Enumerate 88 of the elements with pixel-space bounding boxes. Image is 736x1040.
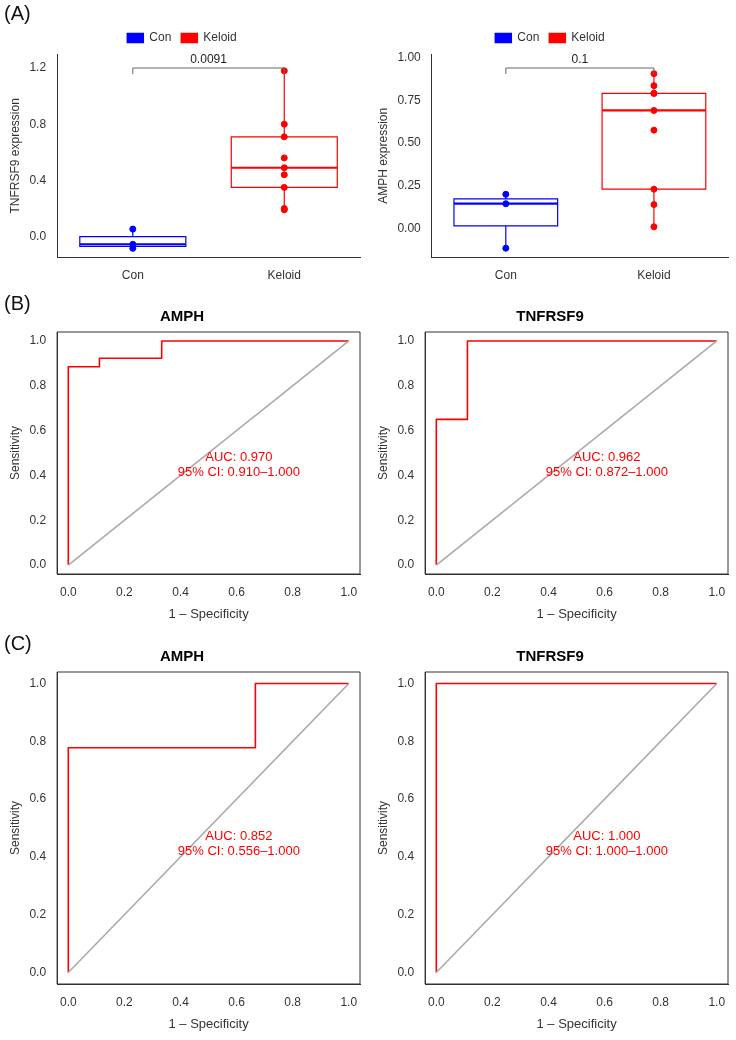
legend-label: Con (517, 30, 540, 45)
x-tick-label: 0.2 (116, 584, 134, 599)
text: (A) (4, 1, 31, 24)
chart-title: AMPH (159, 307, 205, 325)
y-tick-label: 0.4 (29, 172, 47, 187)
y-tick-label: 0.2 (29, 512, 47, 527)
chart-title: AMPH (159, 647, 205, 665)
text: (C) (4, 631, 32, 654)
y-tick-label: 0.0 (29, 964, 47, 979)
y-tick-label: 1.0 (29, 675, 47, 690)
x-tick-label: 0.0 (59, 584, 77, 599)
legend-label: Keloid (571, 30, 605, 45)
x-tick-label: 0.4 (540, 994, 558, 1009)
y-tick-label: 1.0 (397, 333, 415, 348)
x-tick-label: 0.4 (172, 584, 190, 599)
x-tick-label: 0.6 (596, 584, 614, 599)
y-tick-label: 0.6 (397, 791, 415, 806)
legend-label: Keloid (203, 30, 237, 45)
x-tick-label: Con (494, 268, 517, 283)
y-axis-title: Sensitivity (375, 800, 390, 856)
annotation: 0.0091 (190, 52, 228, 67)
x-tick-label: 0.4 (540, 584, 558, 599)
x-axis-title: 1 – Specificity (536, 605, 618, 621)
y-tick-label: 0.2 (397, 512, 415, 527)
x-axis-title: 1 – Specificity (536, 1015, 618, 1031)
y-tick-label: 0.0 (397, 557, 415, 572)
y-tick-label: 0.8 (29, 116, 47, 131)
x-tick-label: Keloid (267, 268, 301, 283)
chart-title: TNFRSF9 (516, 307, 584, 325)
y-tick-label: 0.4 (397, 849, 415, 864)
annotation: 0.1 (571, 52, 589, 67)
y-tick-label: 0.00 (397, 220, 422, 235)
x-tick-label: 0.6 (596, 994, 614, 1009)
y-tick-label: 1.00 (397, 49, 422, 64)
x-tick-label: 1.0 (340, 584, 358, 599)
legend-label: Con (149, 30, 172, 45)
y-tick-label: 0.4 (29, 467, 47, 482)
y-tick-label: 0.2 (397, 906, 415, 921)
y-axis-title: Sensitivity (7, 800, 22, 856)
y-axis-title: Sensitivity (7, 425, 22, 481)
x-tick-label: 0.4 (172, 994, 190, 1009)
y-tick-label: 0.6 (397, 422, 415, 437)
y-tick-label: 0.0 (29, 557, 47, 572)
annotation: AUC: 0.852 95% CI: 0.556–1.000 (177, 827, 300, 858)
x-tick-label: 0.0 (59, 994, 77, 1009)
y-tick-label: 1.0 (29, 333, 47, 348)
x-tick-label: 0.6 (228, 584, 246, 599)
y-tick-label: 0.0 (29, 228, 47, 243)
y-axis-title: Sensitivity (375, 425, 390, 481)
y-tick-label: 1.0 (397, 675, 415, 690)
y-tick-label: 0.75 (397, 92, 422, 107)
y-tick-label: 0.0 (397, 964, 415, 979)
x-tick-label: 0.0 (427, 584, 445, 599)
y-tick-label: 0.8 (29, 378, 47, 393)
x-tick-label: 0.8 (284, 584, 302, 599)
chart-title: TNFRSF9 (516, 647, 584, 665)
y-tick-label: 0.4 (397, 467, 415, 482)
x-tick-label: Con (121, 268, 144, 283)
x-tick-label: 1.0 (708, 584, 726, 599)
x-tick-label: 0.2 (484, 994, 502, 1009)
y-tick-label: 0.4 (29, 849, 47, 864)
annotation: AUC: 1.000 95% CI: 1.000–1.000 (545, 827, 668, 858)
y-tick-label: 0.8 (29, 733, 47, 748)
y-tick-label: 0.8 (397, 378, 415, 393)
x-tick-label: Keloid (637, 268, 671, 283)
x-tick-label: 0.8 (652, 994, 670, 1009)
y-tick-label: 0.2 (29, 906, 47, 921)
x-tick-label: 0.0 (427, 994, 445, 1009)
x-axis-title: 1 – Specificity (168, 605, 250, 621)
x-tick-label: 0.2 (116, 994, 134, 1009)
y-tick-label: 0.50 (397, 135, 422, 150)
text: (B) (4, 291, 31, 314)
annotation: AUC: 0.962 95% CI: 0.872–1.000 (545, 449, 668, 480)
y-tick-label: 0.25 (397, 178, 422, 193)
x-tick-label: 0.6 (228, 994, 246, 1009)
y-tick-label: 0.8 (397, 733, 415, 748)
y-axis-title: TNFRSF9 expression (7, 98, 22, 214)
x-tick-label: 1.0 (708, 994, 726, 1009)
x-tick-label: 0.2 (484, 584, 502, 599)
y-tick-label: 1.2 (29, 60, 47, 75)
x-axis-title: 1 – Specificity (168, 1015, 250, 1031)
y-axis-title: AMPH expression (375, 107, 390, 204)
x-tick-label: 0.8 (284, 994, 302, 1009)
x-tick-label: 1.0 (340, 994, 358, 1009)
x-tick-label: 0.8 (652, 584, 670, 599)
y-tick-label: 0.6 (29, 422, 47, 437)
annotation: AUC: 0.970 95% CI: 0.910–1.000 (177, 449, 300, 480)
y-tick-label: 0.6 (29, 791, 47, 806)
